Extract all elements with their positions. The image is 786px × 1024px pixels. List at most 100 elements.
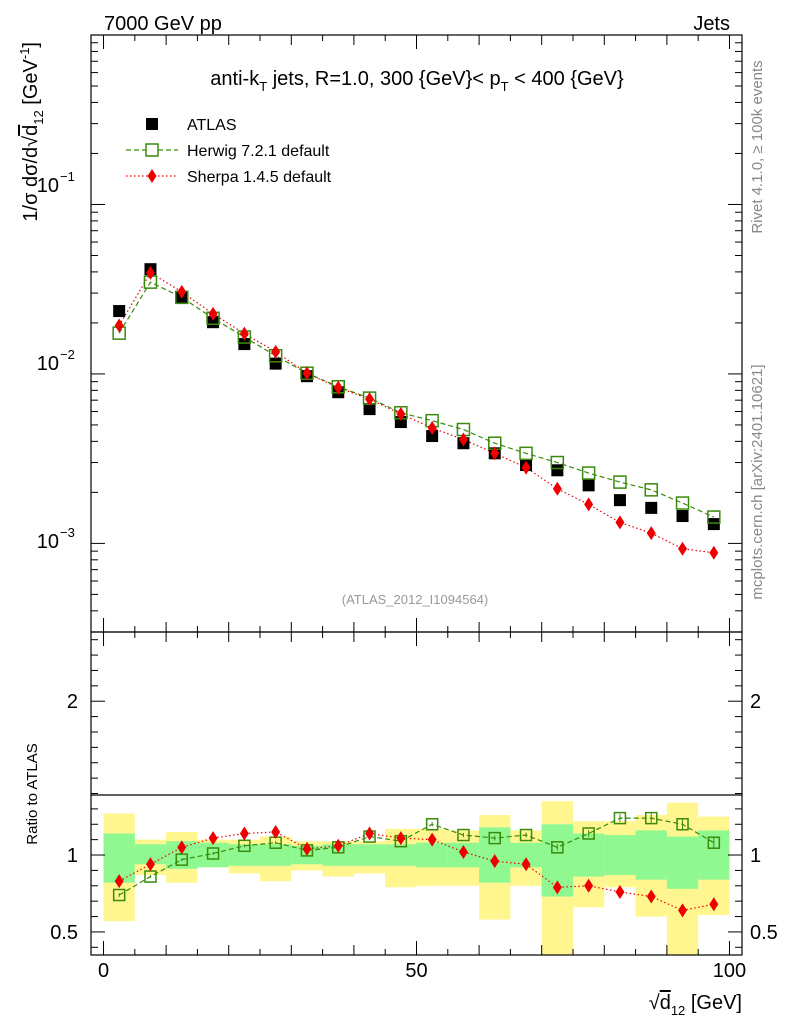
legend-marker-herwig — [145, 143, 159, 157]
ylabel-part: ] — [20, 42, 42, 48]
sherpa-ratio-point — [114, 874, 124, 889]
sherpa-ratio-point — [490, 854, 500, 869]
main-series-markers — [112, 263, 721, 560]
ratio-panel: 0.5 0.51 12 20 50 100 Ratio to ATLAS √d12 [Ge… — [24, 631, 778, 1018]
legend-entry-atlas: ATLAS — [146, 117, 237, 134]
sherpa-point — [208, 306, 218, 321]
herwig-ratio-point — [551, 841, 564, 854]
header-left: 7000 GeV pp — [104, 13, 222, 35]
sherpa-point — [239, 326, 249, 341]
ytick-exponent: −3 — [60, 525, 75, 540]
sherpa-point — [177, 284, 187, 299]
herwig-point — [550, 455, 565, 470]
header-right: Jets — [693, 13, 730, 35]
legend-label-herwig: Herwig 7.2.1 default — [187, 143, 330, 160]
stat-uncertainty-band — [134, 844, 167, 865]
ratio-xlabel: √d12 [GeV] — [649, 992, 742, 1018]
atlas-point — [676, 510, 689, 523]
title-part: < 400 {GeV} — [509, 68, 624, 90]
sherpa-ratio-point — [521, 857, 531, 872]
ratio-ticks — [91, 632, 742, 955]
atlas-point — [238, 338, 251, 351]
sherpa-point — [678, 541, 688, 556]
plot-title: anti-kT jets, R=1.0, 300 {GeV}< pT < 400… — [210, 68, 624, 94]
sherpa-point — [427, 420, 437, 435]
sherpa-ratio-point — [427, 832, 437, 847]
stat-uncertainty-band — [385, 844, 417, 866]
ylabel-part: [GeV — [20, 58, 42, 110]
sherpa-ratio-point — [709, 897, 719, 912]
herwig-ratio-point — [519, 828, 533, 842]
main-ylabel: 1/σ dσ/d√d12 [GeV-1] — [17, 42, 46, 222]
sherpa-ratio-point — [145, 857, 155, 872]
title-part: anti-k — [210, 68, 260, 90]
herwig-ratio-point — [206, 847, 220, 860]
sherpa-ratio-point — [177, 840, 187, 855]
sherpa-point — [490, 446, 500, 461]
xlabel-d: d — [660, 992, 671, 1014]
ratio-series-markers — [112, 811, 721, 918]
title-sub: T — [259, 79, 267, 94]
sherpa-ratio-point — [678, 903, 688, 918]
sherpa-ratio-line — [118, 831, 714, 912]
ytick-label-1e-1: 10 −1 — [37, 169, 75, 197]
stat-uncertainty-band — [322, 844, 354, 866]
ratio-ytick-label-left: 2 — [67, 691, 78, 713]
stat-uncertainty-band — [604, 835, 636, 876]
ylabel-sub: 12 — [31, 110, 46, 124]
ylabel-sup: -1 — [17, 48, 32, 60]
sherpa-point — [584, 497, 594, 512]
ytick-mantissa: 10 — [37, 531, 59, 553]
title-sub: T — [501, 79, 509, 94]
stat-uncertainty-band — [353, 844, 386, 866]
main-ticks — [91, 34, 742, 633]
sherpa-point — [271, 344, 281, 359]
atlas-point — [363, 403, 376, 416]
ylabel-part: 1/σ dσ/d — [20, 147, 42, 222]
ratio-ytick-label-right: 2 — [750, 691, 761, 713]
stat-uncertainty-band — [635, 830, 667, 880]
sherpa-point — [646, 526, 656, 541]
herwig-ratio-point — [644, 811, 658, 825]
legend-label-sherpa: Sherpa 1.4.5 default — [187, 169, 332, 186]
stat-uncertainty-band — [666, 836, 699, 889]
sherpa-point — [333, 380, 343, 395]
herwig-point — [675, 496, 690, 510]
xtick-label: 0 — [98, 960, 109, 982]
stat-uncertainty-band — [416, 842, 448, 868]
sherpa-ratio-point — [615, 884, 625, 899]
atlas-point — [113, 305, 126, 318]
sherpa-ratio-point — [552, 880, 562, 895]
herwig-ratio-point — [613, 811, 627, 825]
main-panel: 10 −1 10 −2 10 −3 1/σ dσ/d√d12 [GeV-1] a… — [17, 34, 743, 633]
rivet-label: Rivet 4.1.0, ≥ 100k events — [749, 60, 766, 233]
analysis-label: (ATLAS_2012_I1094564) — [342, 592, 488, 607]
xlabel-unit: [GeV] — [685, 992, 742, 1014]
ytick-label-1e-2: 10 −2 — [37, 347, 75, 375]
sherpa-ratio-point — [584, 878, 594, 893]
ratio-ytick-label-right: 1 — [750, 845, 761, 867]
legend: ATLAS Herwig 7.2.1 default Sherpa 1.4.5 … — [126, 117, 332, 186]
legend-label-atlas: ATLAS — [187, 117, 237, 134]
herwig-ratio-point — [707, 836, 721, 849]
ylabel-sqrt: √ — [20, 136, 42, 147]
ratio-bands — [103, 801, 730, 955]
sherpa-point — [552, 481, 562, 496]
sherpa-point — [145, 265, 155, 280]
atlas-point — [207, 316, 220, 329]
sherpa-point — [709, 545, 719, 560]
atlas-point — [613, 494, 626, 507]
atlas-point — [269, 357, 282, 370]
sherpa-ratio-point — [239, 826, 249, 841]
ratio-ytick-label-left: 1 — [67, 845, 78, 867]
sherpa-ratio-point — [646, 889, 656, 904]
sherpa-point — [302, 366, 312, 381]
ytick-label-1e-3: 10 −3 — [37, 525, 75, 553]
sherpa-point — [396, 407, 406, 422]
herwig-ratio-point — [457, 828, 470, 842]
ytick-mantissa: 10 — [37, 175, 59, 197]
ratio-ylabel: Ratio to ATLAS — [24, 743, 41, 844]
title-part: jets, R=1.0, 300 {GeV}< p — [267, 68, 501, 90]
ratio-ytick-label-left: 0.5 — [50, 922, 78, 944]
